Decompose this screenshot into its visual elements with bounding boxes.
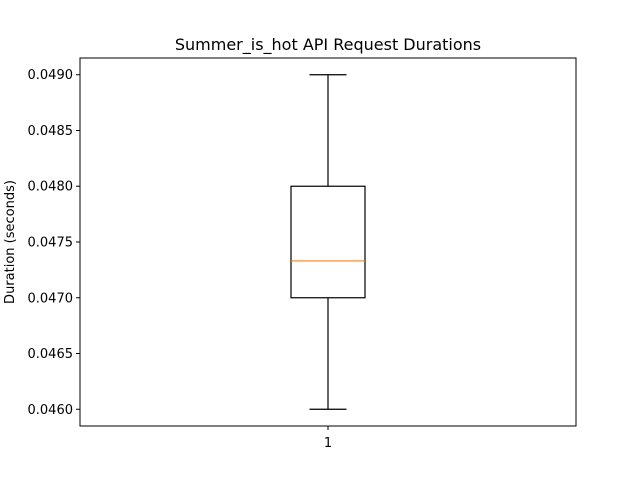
y-tick-label: 0.0460 xyxy=(28,403,74,418)
y-axis: 0.0460 0.0465 0.0470 0.0475 0.0480 0.0485 0.04… xyxy=(28,68,80,418)
x-axis: 1 xyxy=(324,426,332,451)
iqr-box xyxy=(290,185,366,299)
y-tick-label: 0.0465 xyxy=(28,347,74,362)
y-tick-label: 0.0485 xyxy=(28,124,74,139)
y-axis-label: Duration (seconds) xyxy=(3,180,18,304)
chart-title: Summer_is_hot API Request Durations xyxy=(175,35,481,55)
y-tick-label: 0.0470 xyxy=(28,291,74,306)
y-tick-label: 0.0480 xyxy=(28,180,74,195)
x-tick-label: 1 xyxy=(324,436,332,451)
y-tick-label: 0.0490 xyxy=(28,68,74,83)
box-plot-marks xyxy=(290,74,366,410)
plot-frame xyxy=(79,57,577,427)
y-tick-label: 0.0475 xyxy=(28,236,74,251)
